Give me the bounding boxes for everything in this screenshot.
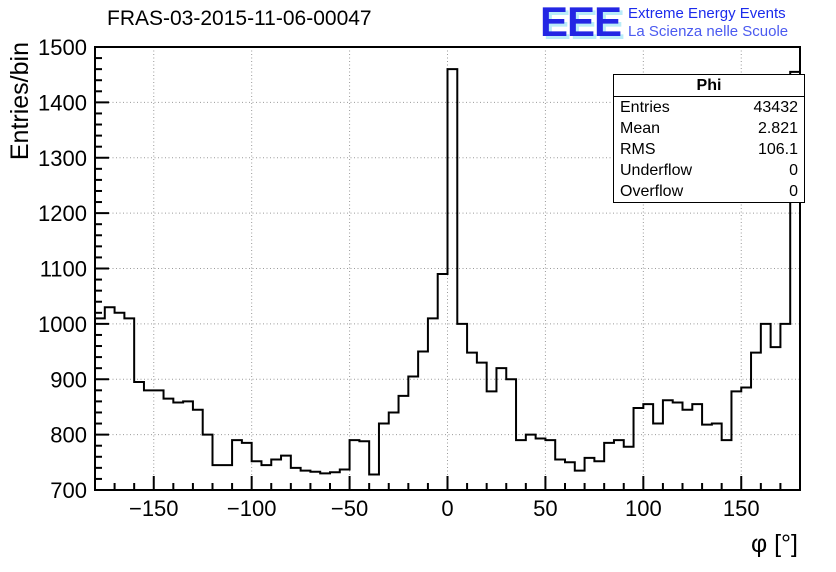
stats-box-title: Phi	[614, 75, 804, 97]
x-tick-label: −100	[227, 496, 277, 521]
eee-logo-text: Extreme Energy Events La Scienza nelle S…	[628, 5, 788, 40]
page-title: FRAS-03-2015-11-06-00047	[107, 7, 372, 30]
stats-value: 106.1	[757, 141, 798, 158]
stats-label: Entries	[620, 99, 670, 116]
y-tick-label: 1100	[40, 257, 87, 282]
y-tick-label: 1200	[38, 201, 87, 226]
y-tick-label: 900	[50, 367, 87, 392]
stats-value: 0	[789, 183, 798, 200]
eee-logo: EEE Extreme Energy Events La Scienza nel…	[540, 0, 788, 45]
x-tick-label: 100	[625, 496, 662, 521]
stats-label: Overflow	[620, 183, 684, 200]
y-tick-label: 1000	[38, 312, 87, 337]
eee-logo-letters: EEE	[540, 0, 622, 45]
axis-tick-labels: −150 −100 −50 0 50 100 150 700 800 900 1000 1100 120…	[38, 35, 760, 521]
stats-row-overflow: Overflow 0	[614, 181, 804, 202]
x-axis-title: φ [°]	[751, 530, 798, 558]
eee-logo-line2: La Scienza nelle Scuole	[628, 22, 789, 40]
x-tick-label: −50	[331, 496, 368, 521]
y-tick-label: 1300	[38, 146, 87, 171]
eee-logo-line1: Extreme Energy Events	[628, 5, 786, 22]
y-tick-label: 800	[50, 423, 87, 448]
stats-value: 2.821	[757, 120, 798, 137]
stats-value: 43432	[753, 99, 799, 116]
stats-label: Underflow	[620, 162, 693, 179]
y-tick-label: 1500	[38, 35, 87, 60]
y-axis-title: Entries/bin	[6, 42, 34, 160]
stats-row-entries: Entries 43432	[614, 97, 804, 118]
x-tick-label: 150	[723, 496, 760, 521]
stats-value: 0	[789, 162, 798, 179]
y-tick-label: 700	[50, 478, 87, 503]
x-tick-label: −150	[129, 496, 179, 521]
stats-box: Phi Entries 43432 Mean 2.821 RMS 106.1 U…	[613, 74, 805, 203]
stats-label: RMS	[620, 141, 656, 158]
stats-label: Mean	[620, 120, 661, 137]
stats-row-mean: Mean 2.821	[614, 118, 804, 139]
histogram-line	[94, 68, 800, 476]
axis-ticks	[94, 46, 801, 491]
stats-row-underflow: Underflow 0	[614, 160, 804, 181]
stats-row-rms: RMS 106.1	[614, 139, 804, 160]
y-tick-label: 1400	[38, 90, 87, 115]
x-tick-label: 0	[441, 496, 453, 521]
x-tick-label: 50	[533, 496, 557, 521]
